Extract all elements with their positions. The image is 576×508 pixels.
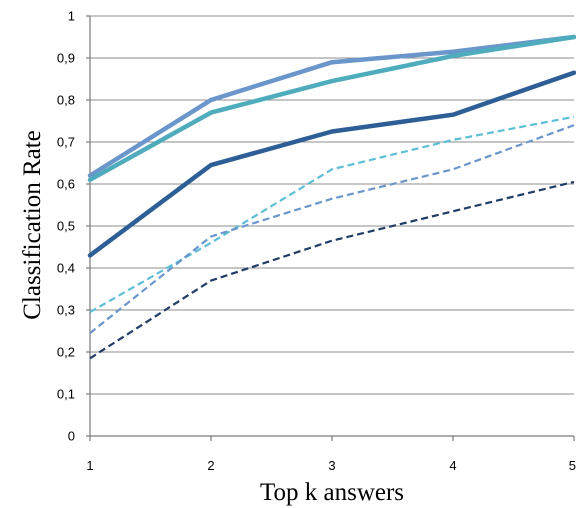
y-tick-label: 0,1 <box>57 387 75 402</box>
x-tick-label: 4 <box>449 458 456 473</box>
y-tick-label: 0,8 <box>57 93 75 108</box>
y-tick-label: 1 <box>68 9 75 24</box>
gridlines <box>90 15 574 395</box>
y-tick-labels: 0 0,1 0,2 0,3 0,4 0,5 0,6 0,7 0,8 0,9 1 <box>57 9 75 444</box>
series-line-4-dashed <box>89 115 575 314</box>
x-axis-title: Top k answers <box>260 479 404 506</box>
series-lines <box>87 34 576 360</box>
x-tick-labels: 1 2 3 4 5 <box>86 458 576 473</box>
y-tick-label: 0,7 <box>57 135 75 150</box>
y-tick-label: 0,2 <box>57 345 75 360</box>
y-axis-title: Classification Rate <box>19 130 46 320</box>
y-tick-label: 0 <box>68 429 75 444</box>
series-line-1-solid <box>87 34 576 178</box>
axes <box>86 15 575 441</box>
x-tick-label: 1 <box>86 458 93 473</box>
x-tick-label: 2 <box>207 458 214 473</box>
x-tick-label: 3 <box>328 458 335 473</box>
y-tick-label: 0,9 <box>57 51 75 66</box>
series-line-5-dashed <box>89 124 575 334</box>
y-tick-label: 0,5 <box>57 219 75 234</box>
x-tick-label: 5 <box>569 458 576 473</box>
series-line-3-solid <box>87 70 576 258</box>
y-tick-label: 0,3 <box>57 303 75 318</box>
y-tick-label: 0,6 <box>57 177 75 192</box>
series-line-2-solid <box>87 34 576 183</box>
y-tick-label: 0,4 <box>57 261 75 276</box>
